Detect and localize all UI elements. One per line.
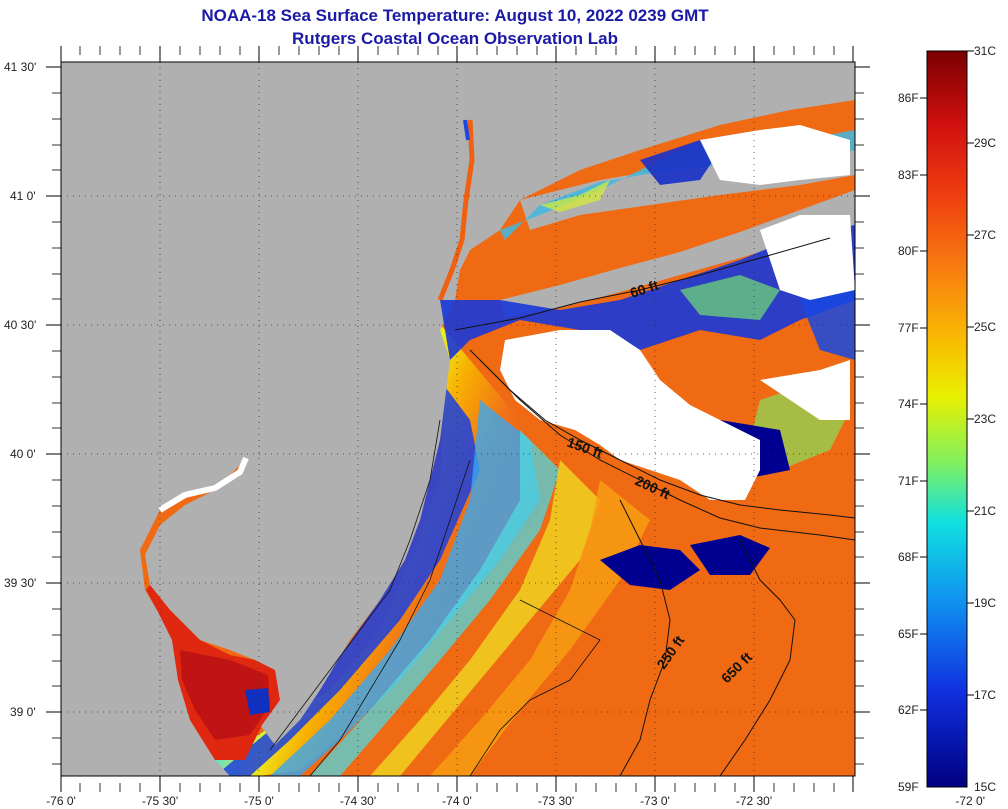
lat-tick-label-3: 40 30' bbox=[4, 318, 36, 332]
long-island bbox=[500, 190, 855, 318]
colorbar-f-label-4: 77F bbox=[898, 321, 919, 335]
colorbar-f-label-7: 68F bbox=[898, 550, 919, 564]
sound-yellow-patch bbox=[540, 180, 610, 212]
colorbar-c-label-1: 31C bbox=[974, 44, 996, 58]
ocean-orange-band bbox=[430, 480, 650, 776]
hudson-river-cold bbox=[463, 119, 470, 141]
lon-tick-label-8: -72 30' bbox=[736, 794, 772, 808]
delaware-bay-cold-spot bbox=[245, 688, 270, 715]
colorbar: 86F 83F 80F 77F 74F 71F 68F 65F 62F 59F … bbox=[898, 44, 996, 794]
offshore-dark-blue bbox=[600, 545, 700, 590]
lon-tick-label-7: -73 0' bbox=[640, 794, 670, 808]
isobath-250ft bbox=[619, 499, 671, 776]
lat-tick-label-1: 41 30' bbox=[4, 60, 36, 74]
lon-tick-label-2: -75 30' bbox=[142, 794, 178, 808]
colorbar-f-label-8: 65F bbox=[898, 627, 919, 641]
colorbar-c-label-7: 19C bbox=[974, 596, 996, 610]
sound-cold-patch bbox=[640, 140, 720, 185]
cloud-mask-ne bbox=[760, 215, 855, 300]
cloud-mask-north bbox=[700, 125, 850, 185]
isobath-midshelf bbox=[309, 459, 471, 776]
colorbar-c-label-6: 21C bbox=[974, 504, 996, 518]
chart-title: NOAA-18 Sea Surface Temperature: August … bbox=[201, 6, 709, 25]
map-panel: 60 ft 150 ft 200 ft 250 ft 650 ft bbox=[61, 62, 855, 776]
colorbar-f-label-6: 71F bbox=[898, 474, 919, 488]
isobath-shelf-wiggle bbox=[469, 599, 601, 776]
isobath-inshore bbox=[269, 419, 441, 751]
offshore-dark-blue-2 bbox=[690, 535, 770, 575]
graticule bbox=[61, 62, 855, 776]
offshore-green-patches bbox=[680, 275, 780, 320]
map-frame bbox=[60, 61, 856, 777]
delaware-bay-core bbox=[180, 650, 270, 740]
hudson-river bbox=[437, 119, 475, 301]
isobath-60ft bbox=[454, 237, 831, 331]
land-mass bbox=[61, 62, 855, 776]
lat-tick-label-6: 39 0' bbox=[10, 705, 36, 719]
colorbar-f-label-5: 74F bbox=[898, 397, 919, 411]
axis-minor-ticks bbox=[52, 46, 864, 792]
colorbar-f-label-2: 83F bbox=[898, 168, 919, 182]
ocean-cyan-band bbox=[310, 430, 560, 776]
cloud-mask-central bbox=[500, 330, 760, 500]
colorbar-c-label-2: 29C bbox=[974, 136, 996, 150]
lon-tick-label-6: -73 30' bbox=[538, 794, 574, 808]
lat-tick-label-5: 39 30' bbox=[4, 576, 36, 590]
colorbar-f-label-1: 86F bbox=[898, 91, 919, 105]
colorbar-f-label-9: 62F bbox=[898, 703, 919, 717]
upper-bay-river bbox=[158, 456, 249, 513]
colorbar-c-label-9: 15C bbox=[974, 780, 996, 794]
ocean-cool-coastal-band bbox=[215, 380, 480, 776]
ocean-mid-band bbox=[270, 400, 540, 776]
colorbar-f-label-3: 80F bbox=[898, 244, 919, 258]
lon-tick-label-4: -74 30' bbox=[340, 794, 376, 808]
isobath-150ft bbox=[469, 349, 855, 519]
colorbar-c-label-3: 27C bbox=[974, 228, 996, 242]
chart-subtitle: Rutgers Coastal Ocean Observation Lab bbox=[292, 29, 618, 48]
axis-ticks bbox=[46, 46, 870, 792]
lon-tick-label-9: -72 0' bbox=[955, 794, 985, 808]
isobath-200ft bbox=[479, 359, 855, 541]
colorbar-c-label-5: 23C bbox=[974, 412, 996, 426]
ocean-yellow-band bbox=[370, 460, 600, 776]
colorbar-gradient bbox=[926, 50, 968, 788]
lat-tick-label-2: 41 0' bbox=[10, 189, 36, 203]
colorbar-c-label-8: 17C bbox=[974, 688, 996, 702]
lat-tick-label-4: 40 0' bbox=[10, 447, 36, 461]
cloud-mask-east bbox=[760, 360, 850, 420]
lon-tick-label-5: -74 0' bbox=[442, 794, 472, 808]
offshore-blue-east bbox=[800, 290, 855, 360]
offshore-cold-belt bbox=[440, 225, 855, 360]
lon-tick-label-1: -76 0' bbox=[46, 794, 76, 808]
colorbar-ticks bbox=[920, 50, 974, 711]
colorbar-f-label-10: 59F bbox=[898, 780, 919, 794]
lon-tick-label-3: -75 0' bbox=[244, 794, 274, 808]
colorbar-c-label-4: 25C bbox=[974, 320, 996, 334]
